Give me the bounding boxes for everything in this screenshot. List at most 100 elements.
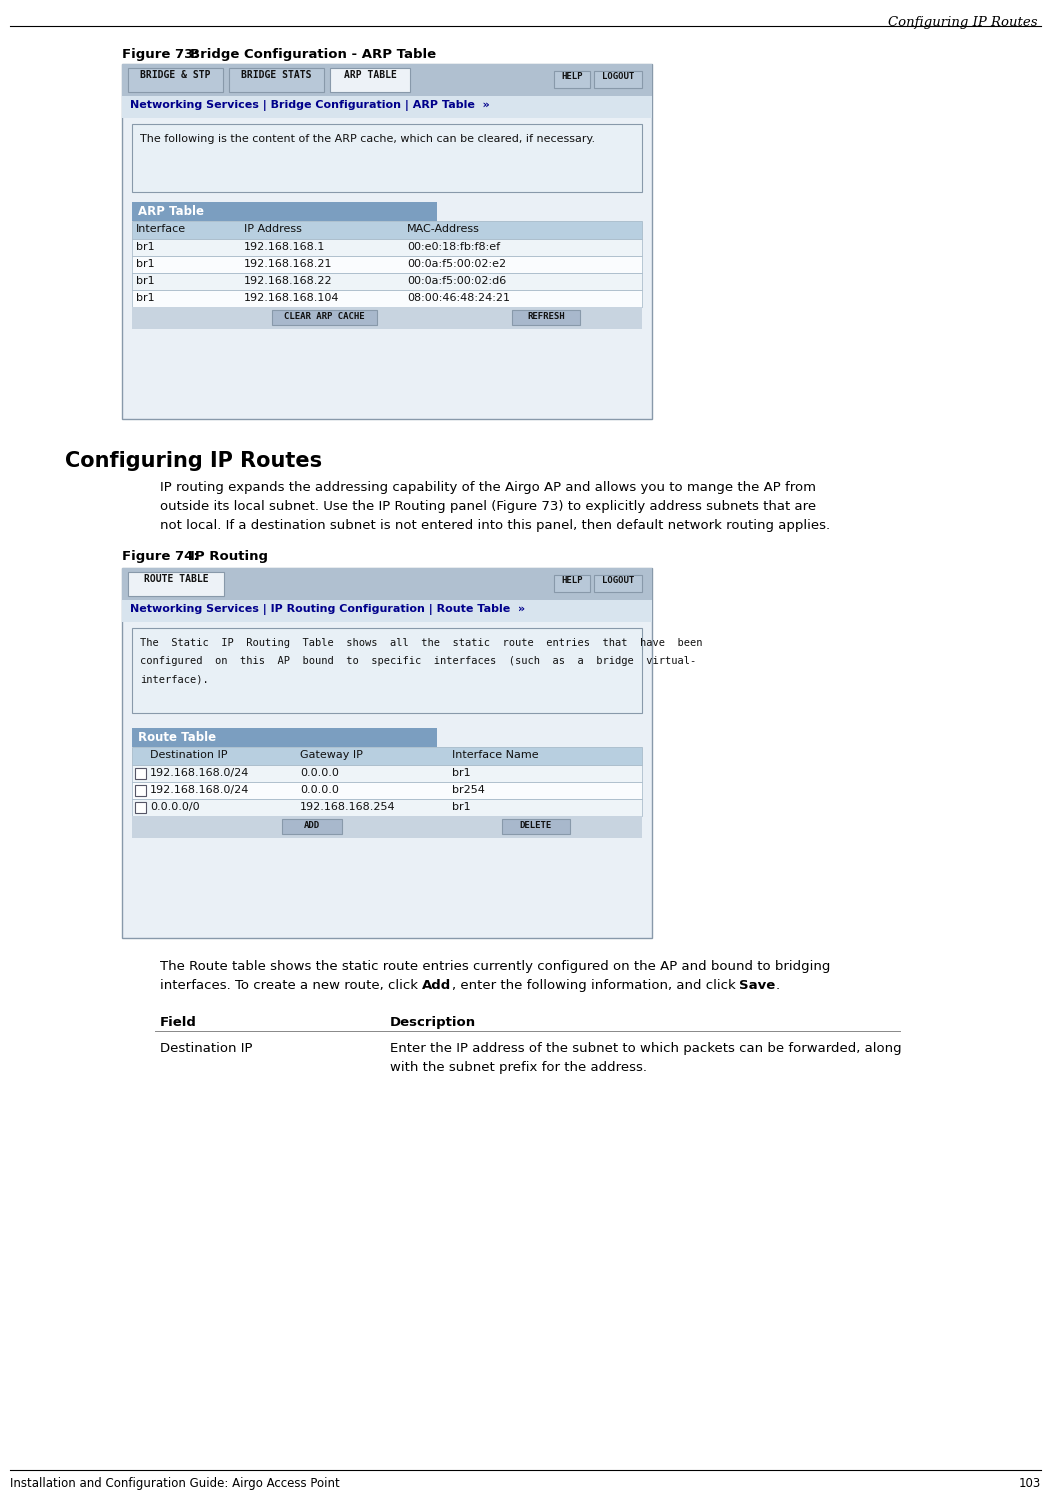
Bar bbox=[132, 628, 642, 713]
Text: br1: br1 bbox=[452, 803, 471, 812]
Bar bbox=[132, 221, 642, 239]
Text: 00:0a:f5:00:02:d6: 00:0a:f5:00:02:d6 bbox=[407, 276, 507, 286]
Text: HELP: HELP bbox=[561, 72, 582, 81]
Bar bbox=[330, 69, 410, 93]
Text: 00:e0:18:fb:f8:ef: 00:e0:18:fb:f8:ef bbox=[407, 242, 500, 252]
Text: configured  on  this  AP  bound  to  specific  interfaces  (such  as  a  bridge : configured on this AP bound to specific … bbox=[140, 656, 696, 665]
Text: The Route table shows the static route entries currently configured on the AP an: The Route table shows the static route e… bbox=[160, 959, 830, 973]
Bar bbox=[122, 95, 652, 118]
Text: 0.0.0.0: 0.0.0.0 bbox=[300, 785, 338, 795]
Text: 192.168.168.22: 192.168.168.22 bbox=[244, 276, 332, 286]
Text: Add: Add bbox=[423, 979, 452, 992]
Bar bbox=[132, 273, 642, 289]
Text: Figure 74:: Figure 74: bbox=[122, 551, 199, 562]
Text: ARP Table: ARP Table bbox=[138, 204, 204, 218]
Text: outside its local subnet. Use the IP Routing panel (Figure 73) to explicitly add: outside its local subnet. Use the IP Rou… bbox=[160, 500, 817, 513]
Text: LOGOUT: LOGOUT bbox=[602, 576, 634, 585]
Text: br254: br254 bbox=[452, 785, 485, 795]
Text: Destination IP: Destination IP bbox=[160, 1041, 252, 1055]
Text: Save: Save bbox=[740, 979, 776, 992]
Text: IP routing expands the addressing capability of the Airgo AP and allows you to m: IP routing expands the addressing capabi… bbox=[160, 480, 816, 494]
Text: Description: Description bbox=[390, 1016, 476, 1029]
Text: .: . bbox=[776, 979, 780, 992]
Text: REFRESH: REFRESH bbox=[528, 312, 564, 321]
Bar bbox=[132, 728, 437, 747]
Bar bbox=[132, 747, 642, 765]
Bar bbox=[122, 64, 652, 419]
Text: DELETE: DELETE bbox=[520, 821, 552, 830]
Text: not local. If a destination subnet is not entered into this panel, then default : not local. If a destination subnet is no… bbox=[160, 519, 830, 533]
Text: IP Routing: IP Routing bbox=[190, 551, 268, 562]
Bar bbox=[229, 69, 324, 93]
Text: Interface Name: Interface Name bbox=[452, 750, 538, 759]
Bar bbox=[272, 310, 377, 325]
Bar bbox=[128, 69, 223, 93]
Text: 0.0.0.0/0: 0.0.0.0/0 bbox=[150, 803, 200, 812]
Text: MAC-Address: MAC-Address bbox=[407, 224, 480, 234]
Text: Route Table: Route Table bbox=[138, 731, 217, 745]
Bar bbox=[594, 72, 642, 88]
Text: The  Static  IP  Routing  Table  shows  all  the  static  route  entries  that  : The Static IP Routing Table shows all th… bbox=[140, 639, 702, 648]
Text: Field: Field bbox=[160, 1016, 197, 1029]
Bar bbox=[554, 72, 590, 88]
Bar bbox=[132, 765, 642, 782]
Text: 192.168.168.104: 192.168.168.104 bbox=[244, 292, 339, 303]
Bar bbox=[132, 201, 437, 221]
Bar bbox=[282, 819, 342, 834]
Text: Destination IP: Destination IP bbox=[150, 750, 227, 759]
Text: LOGOUT: LOGOUT bbox=[602, 72, 634, 81]
Text: Gateway IP: Gateway IP bbox=[300, 750, 363, 759]
Text: Bridge Configuration - ARP Table: Bridge Configuration - ARP Table bbox=[190, 48, 436, 61]
Bar bbox=[502, 819, 570, 834]
Text: br1: br1 bbox=[136, 242, 154, 252]
Text: Networking Services | Bridge Configuration | ARP Table  »: Networking Services | Bridge Configurati… bbox=[130, 100, 490, 110]
Text: 192.168.168.0/24: 192.168.168.0/24 bbox=[150, 785, 249, 795]
Text: HELP: HELP bbox=[561, 576, 582, 585]
Text: ROUTE TABLE: ROUTE TABLE bbox=[144, 574, 208, 583]
Text: Installation and Configuration Guide: Airgo Access Point: Installation and Configuration Guide: Ai… bbox=[11, 1477, 339, 1491]
Text: 192.168.168.1: 192.168.168.1 bbox=[244, 242, 326, 252]
Text: Enter the IP address of the subnet to which packets can be forwarded, along: Enter the IP address of the subnet to wh… bbox=[390, 1041, 902, 1055]
Text: IP Address: IP Address bbox=[244, 224, 302, 234]
Bar bbox=[132, 239, 642, 257]
Text: BRIDGE STATS: BRIDGE STATS bbox=[241, 70, 311, 81]
Bar bbox=[512, 310, 580, 325]
Text: ARP TABLE: ARP TABLE bbox=[344, 70, 396, 81]
Text: 0.0.0.0: 0.0.0.0 bbox=[300, 768, 338, 777]
Bar bbox=[122, 64, 652, 95]
Bar bbox=[132, 289, 642, 307]
Text: The following is the content of the ARP cache, which can be cleared, if necessar: The following is the content of the ARP … bbox=[140, 134, 595, 145]
Text: Interface: Interface bbox=[136, 224, 186, 234]
Bar bbox=[594, 574, 642, 592]
Text: 00:0a:f5:00:02:e2: 00:0a:f5:00:02:e2 bbox=[407, 260, 507, 269]
Text: BRIDGE & STP: BRIDGE & STP bbox=[140, 70, 210, 81]
Text: with the subnet prefix for the address.: with the subnet prefix for the address. bbox=[390, 1061, 647, 1074]
Text: Networking Services | IP Routing Configuration | Route Table  »: Networking Services | IP Routing Configu… bbox=[130, 604, 526, 615]
Bar bbox=[132, 782, 642, 800]
Text: br1: br1 bbox=[136, 260, 154, 269]
Text: interface).: interface). bbox=[140, 674, 209, 683]
Text: ADD: ADD bbox=[304, 821, 321, 830]
Text: CLEAR ARP CACHE: CLEAR ARP CACHE bbox=[284, 312, 365, 321]
Bar bbox=[135, 785, 146, 797]
Text: 192.168.168.0/24: 192.168.168.0/24 bbox=[150, 768, 249, 777]
Text: br1: br1 bbox=[452, 768, 471, 777]
Bar bbox=[132, 257, 642, 273]
Bar bbox=[122, 568, 652, 600]
Text: Configuring IP Routes: Configuring IP Routes bbox=[888, 16, 1038, 28]
Bar bbox=[128, 571, 224, 595]
Text: , enter the following information, and click: , enter the following information, and c… bbox=[452, 979, 740, 992]
Bar bbox=[122, 600, 652, 622]
Bar bbox=[135, 803, 146, 813]
Text: interfaces. To create a new route, click: interfaces. To create a new route, click bbox=[160, 979, 423, 992]
Text: 192.168.168.21: 192.168.168.21 bbox=[244, 260, 332, 269]
Bar bbox=[554, 574, 590, 592]
Bar bbox=[132, 307, 642, 330]
Bar bbox=[132, 816, 642, 839]
Text: 08:00:46:48:24:21: 08:00:46:48:24:21 bbox=[407, 292, 510, 303]
Text: 192.168.168.254: 192.168.168.254 bbox=[300, 803, 395, 812]
Bar bbox=[132, 800, 642, 816]
Text: Configuring IP Routes: Configuring IP Routes bbox=[65, 451, 322, 471]
Bar bbox=[122, 568, 652, 938]
Text: br1: br1 bbox=[136, 276, 154, 286]
